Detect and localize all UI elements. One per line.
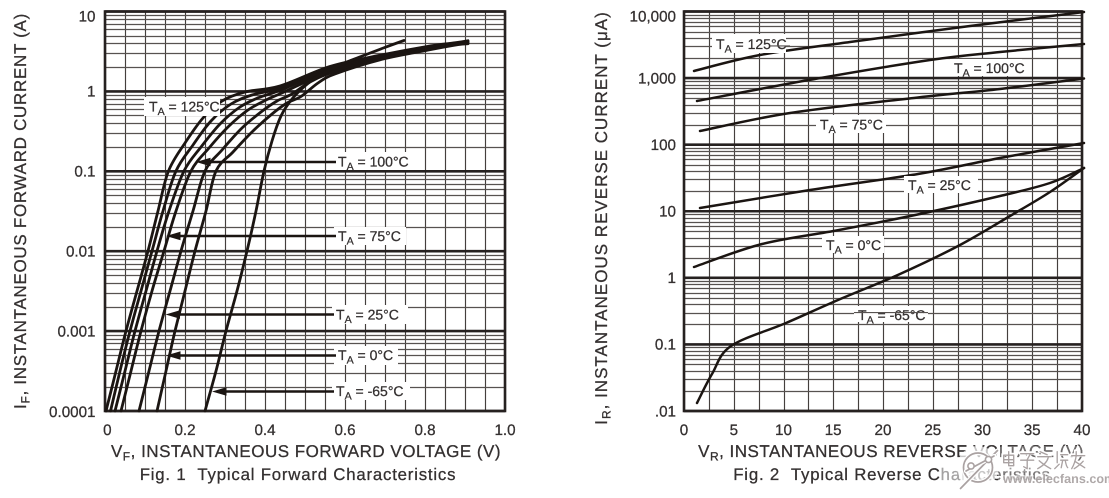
svg-text:TA = 125°C: TA = 125°C [716, 36, 787, 56]
svg-text:TA = 75°C: TA = 75°C [338, 228, 401, 248]
svg-text:TA = 25°C: TA = 25°C [336, 307, 399, 327]
svg-text:1: 1 [87, 84, 95, 101]
svg-text:10: 10 [659, 203, 676, 220]
svg-text:TA = -65°C: TA = -65°C [336, 383, 404, 403]
svg-text:20: 20 [875, 422, 892, 439]
svg-text:TA = 100°C: TA = 100°C [954, 60, 1025, 80]
svg-text:VF, INSTANTANEOUS FORWARD VOL: VF, INSTANTANEOUS FORWARD VOLTAGE (V) [111, 442, 501, 464]
svg-text:0.1: 0.1 [655, 337, 676, 354]
svg-text:TA = 125°C: TA = 125°C [149, 99, 220, 119]
svg-text:15: 15 [825, 422, 842, 439]
svg-text:1,000: 1,000 [638, 70, 676, 87]
svg-text:10: 10 [775, 422, 792, 439]
svg-text:100: 100 [651, 137, 676, 154]
svg-text:1.0: 1.0 [494, 422, 515, 439]
svg-text:.01: .01 [655, 404, 676, 421]
svg-text:1: 1 [668, 270, 676, 287]
svg-text:TA = 25°C: TA = 25°C [908, 177, 971, 197]
svg-text:TA = 75°C: TA = 75°C [820, 117, 883, 137]
svg-text:www.elecfans.com: www.elecfans.com [1002, 472, 1109, 486]
svg-text:25: 25 [924, 422, 941, 439]
svg-text:10,000: 10,000 [630, 9, 676, 26]
svg-text:10: 10 [79, 9, 96, 26]
svg-text:www.elecfans.com: www.elecfans.com [1002, 472, 1109, 486]
svg-text:0: 0 [680, 422, 688, 439]
svg-text:0.4: 0.4 [254, 422, 275, 439]
svg-text:0.6: 0.6 [334, 422, 355, 439]
svg-text:0.001: 0.001 [57, 323, 95, 340]
svg-text:0.0001: 0.0001 [49, 404, 95, 421]
svg-text:0.1: 0.1 [74, 164, 95, 181]
svg-text:TA = 0°C: TA = 0°C [338, 347, 393, 367]
svg-text:TA = -65°C: TA = -65°C [858, 307, 926, 327]
svg-text:5: 5 [730, 422, 738, 439]
svg-text:0: 0 [103, 422, 111, 439]
svg-text:40: 40 [1074, 422, 1091, 439]
svg-text:30: 30 [974, 422, 991, 439]
svg-text:TA = 100°C: TA = 100°C [338, 154, 409, 174]
svg-text:IF, INSTANTANEOUS FORWARD CUR: IF, INSTANTANEOUS FORWARD CURRENT (A) [11, 13, 33, 409]
svg-text:0.2: 0.2 [174, 422, 195, 439]
svg-text:35: 35 [1024, 422, 1041, 439]
svg-text:0.01: 0.01 [66, 243, 96, 260]
svg-text:IR, INSTANTANEOUS REVERSE CUR: IR, INSTANTANEOUS REVERSE CURRENT (μA) [592, 11, 614, 425]
svg-text:Fig. 1 Typical Forward Charac: Fig. 1 Typical Forward Characteristics [140, 465, 457, 484]
svg-text:0.8: 0.8 [414, 422, 435, 439]
